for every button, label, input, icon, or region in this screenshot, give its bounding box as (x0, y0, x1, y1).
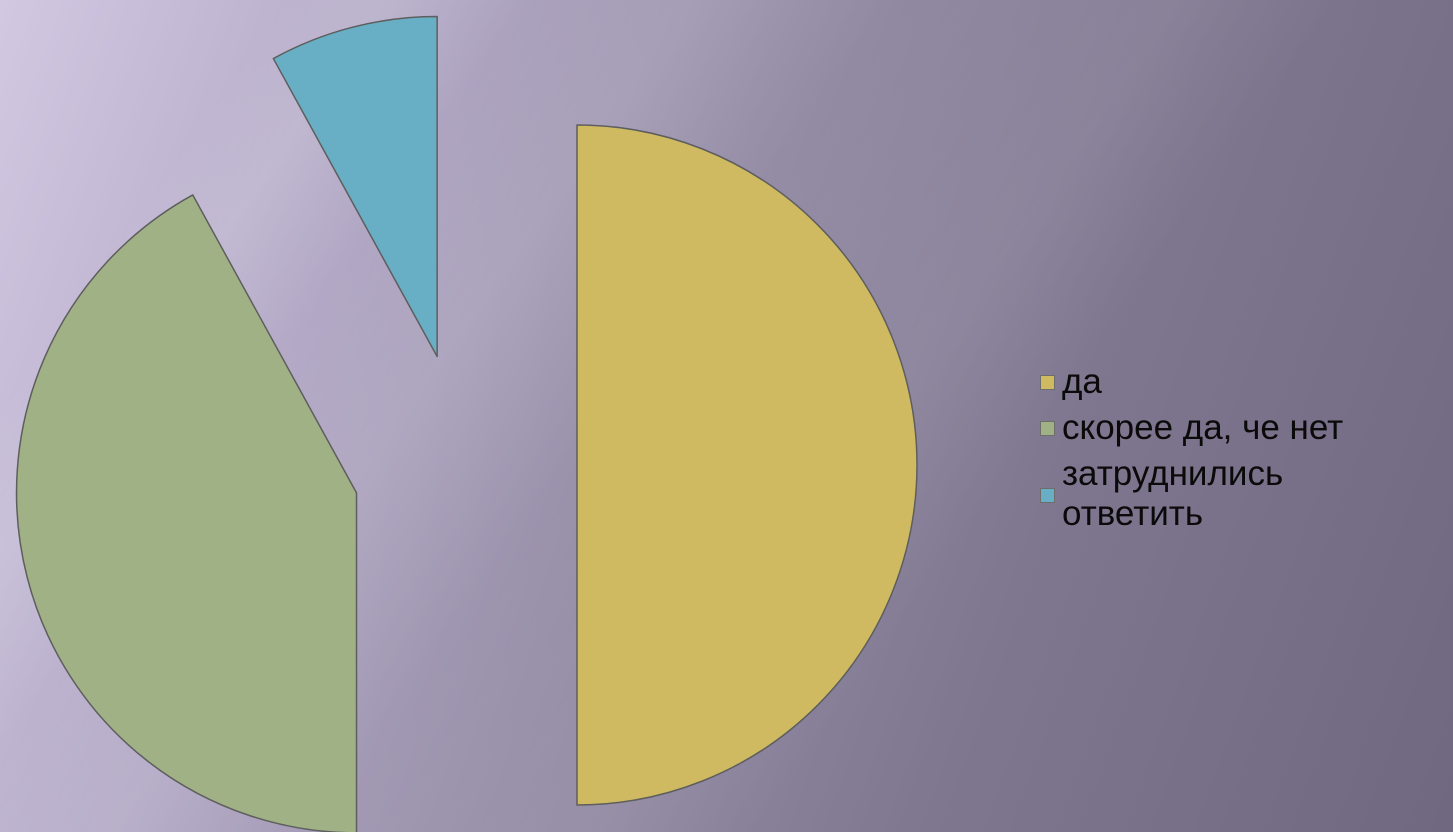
legend-item-rather-yes: скорее да, че нет (1038, 408, 1448, 448)
pie-slice-da (576, 124, 918, 806)
legend-label-undecided: затруднились ответить (1062, 454, 1284, 533)
pie-slice-rather-yes (15, 194, 358, 832)
pie-slice-undecided (272, 15, 438, 358)
legend-item-undecided: затруднились ответить (1038, 454, 1448, 534)
legend-label-da: да (1062, 362, 1102, 401)
legend-swatch-rather-yes (1040, 421, 1055, 436)
legend-swatch-undecided (1040, 488, 1055, 503)
legend-swatch-da (1040, 375, 1055, 390)
legend-label-rather-yes: скорее да, че нет (1062, 408, 1344, 447)
pie-slices (15, 15, 918, 832)
chart-legend: да скорее да, че нет затруднились ответи… (1038, 362, 1448, 540)
legend-item-da: да (1038, 362, 1448, 402)
